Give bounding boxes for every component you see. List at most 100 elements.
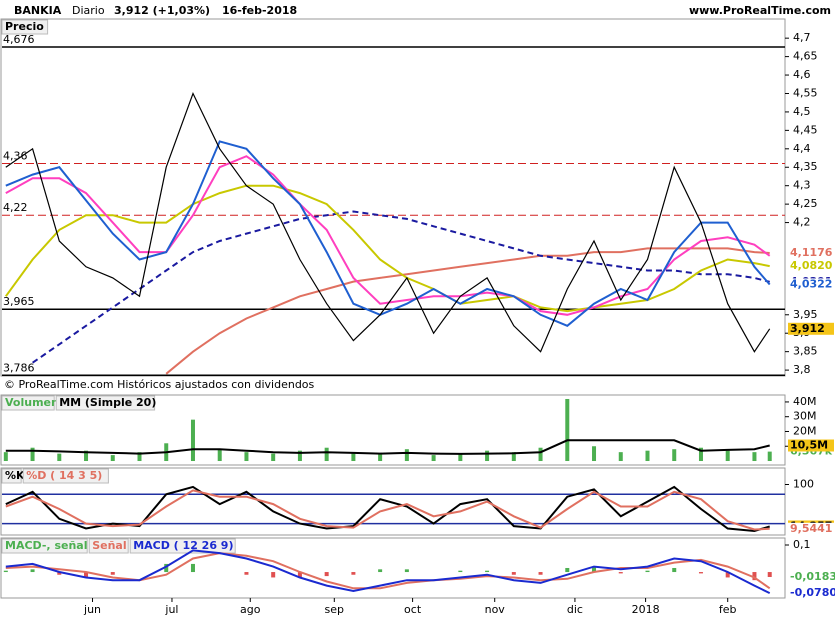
legend-entry: Volumen xyxy=(5,396,59,409)
x-tick-label: jul xyxy=(164,603,178,616)
y-tick-label: 20M xyxy=(793,424,817,437)
y-tick-label: 4,65 xyxy=(793,50,818,63)
histogram-bar xyxy=(645,570,650,573)
value-label: -0,0780 xyxy=(790,586,835,599)
legend-entry: %D ( 14 3 5) xyxy=(26,469,102,482)
volume-bar xyxy=(297,450,302,462)
value-label-box xyxy=(788,587,834,600)
symbol: BANKIA xyxy=(14,4,62,17)
value-label-box xyxy=(788,439,834,452)
volume-bar xyxy=(404,449,409,462)
histogram-bar xyxy=(538,572,543,575)
level-label: 4,22 xyxy=(3,201,28,214)
legend-box xyxy=(1,468,22,484)
histogram-bar xyxy=(725,572,730,578)
value-label-box xyxy=(788,246,834,259)
legend-entry: Precio xyxy=(5,20,44,33)
x-tick-label: jun xyxy=(83,603,101,616)
level-label: 4,36 xyxy=(3,150,28,163)
histogram-bar xyxy=(672,567,677,573)
legend-entry: MACD-, señal xyxy=(5,539,87,552)
y-tick-label: 3,85 xyxy=(793,345,818,358)
y-tick-label: 4,55 xyxy=(793,86,818,99)
y-tick-label: 4,45 xyxy=(793,123,818,136)
volume-bar xyxy=(431,455,436,462)
volume-bar xyxy=(565,398,570,462)
level-label: 4,676 xyxy=(3,33,35,46)
histogram-bar xyxy=(244,572,249,575)
panel xyxy=(0,537,786,599)
histogram-bar xyxy=(511,572,516,575)
volume-bar xyxy=(30,447,35,462)
y-tick-label: 4,4 xyxy=(793,142,811,155)
value-label: 4,0820 xyxy=(790,259,833,272)
value-label: 9,5441 xyxy=(790,522,832,535)
volume-bar xyxy=(271,453,276,462)
y-tick-label: 4,25 xyxy=(793,197,818,210)
volume-bar xyxy=(767,451,772,462)
series-line xyxy=(32,210,770,364)
value-label: -0,0183 xyxy=(790,570,835,583)
histogram-bar xyxy=(351,572,356,575)
y-tick-label: 4,3 xyxy=(793,179,811,192)
volume-bar xyxy=(324,447,329,462)
series-line xyxy=(5,489,770,531)
x-tick-label: dic xyxy=(567,603,583,616)
x-tick-label: oct xyxy=(404,603,422,616)
value-label: 10,5M xyxy=(790,439,828,452)
legend-entry: MM (Simple 20) xyxy=(59,396,156,409)
volume-bar xyxy=(190,419,195,462)
y-tick-label: 4,35 xyxy=(793,160,818,173)
volume-bar xyxy=(3,452,8,462)
volume-bar xyxy=(351,452,356,462)
y-tick-label: 0,1 xyxy=(793,538,811,551)
volume-bar xyxy=(217,449,222,462)
volume-bar xyxy=(618,452,623,462)
y-tick-label: 3,8 xyxy=(793,363,811,376)
legend-box xyxy=(22,468,109,484)
y-tick-label: 3,95 xyxy=(793,308,818,321)
series-line xyxy=(5,155,771,316)
value-label-box xyxy=(788,570,834,583)
panel xyxy=(0,394,786,466)
histogram-bar xyxy=(698,572,703,574)
quote: 3,912 (+1,03%) xyxy=(114,4,210,17)
histogram-bar xyxy=(592,566,597,573)
histogram-bar xyxy=(190,563,195,573)
note: © ProRealTime.com Históricos ajustados c… xyxy=(4,378,315,391)
period: Diario xyxy=(72,4,105,17)
y-tick-label: 30M xyxy=(793,410,817,423)
histogram-bar xyxy=(271,572,276,578)
series-line xyxy=(5,549,771,594)
volume-bar xyxy=(752,452,757,462)
volume-bar xyxy=(511,452,516,462)
x-tick-label: sep xyxy=(325,603,344,616)
volume-bar xyxy=(725,450,730,462)
histogram-bar xyxy=(752,572,757,581)
legend-entry: MACD ( 12 26 9) xyxy=(133,539,233,552)
legend-box xyxy=(1,395,55,411)
volume-bar xyxy=(244,452,249,462)
volume-bar xyxy=(57,453,62,462)
value-label: 3,912 xyxy=(790,322,825,335)
value-label: 4,1176 xyxy=(790,246,833,259)
histogram-bar xyxy=(297,572,302,578)
volume-bar xyxy=(110,455,115,462)
x-tick-label: 2018 xyxy=(632,603,660,616)
y-tick-label: 40M xyxy=(793,395,817,408)
histogram-bar xyxy=(565,567,570,573)
value-label-box xyxy=(788,278,834,291)
legend-entry: Señal xyxy=(92,539,126,552)
series-line xyxy=(5,91,771,353)
volume-bar xyxy=(84,450,89,462)
volume-bar xyxy=(645,450,650,462)
site: www.ProRealTime.com xyxy=(689,4,831,17)
volume-bar xyxy=(672,449,677,462)
legend-box xyxy=(88,538,129,554)
legend-box xyxy=(1,538,88,554)
level-label: 3,965 xyxy=(3,295,35,308)
volume-bar xyxy=(538,447,543,462)
histogram-bar xyxy=(485,570,490,573)
